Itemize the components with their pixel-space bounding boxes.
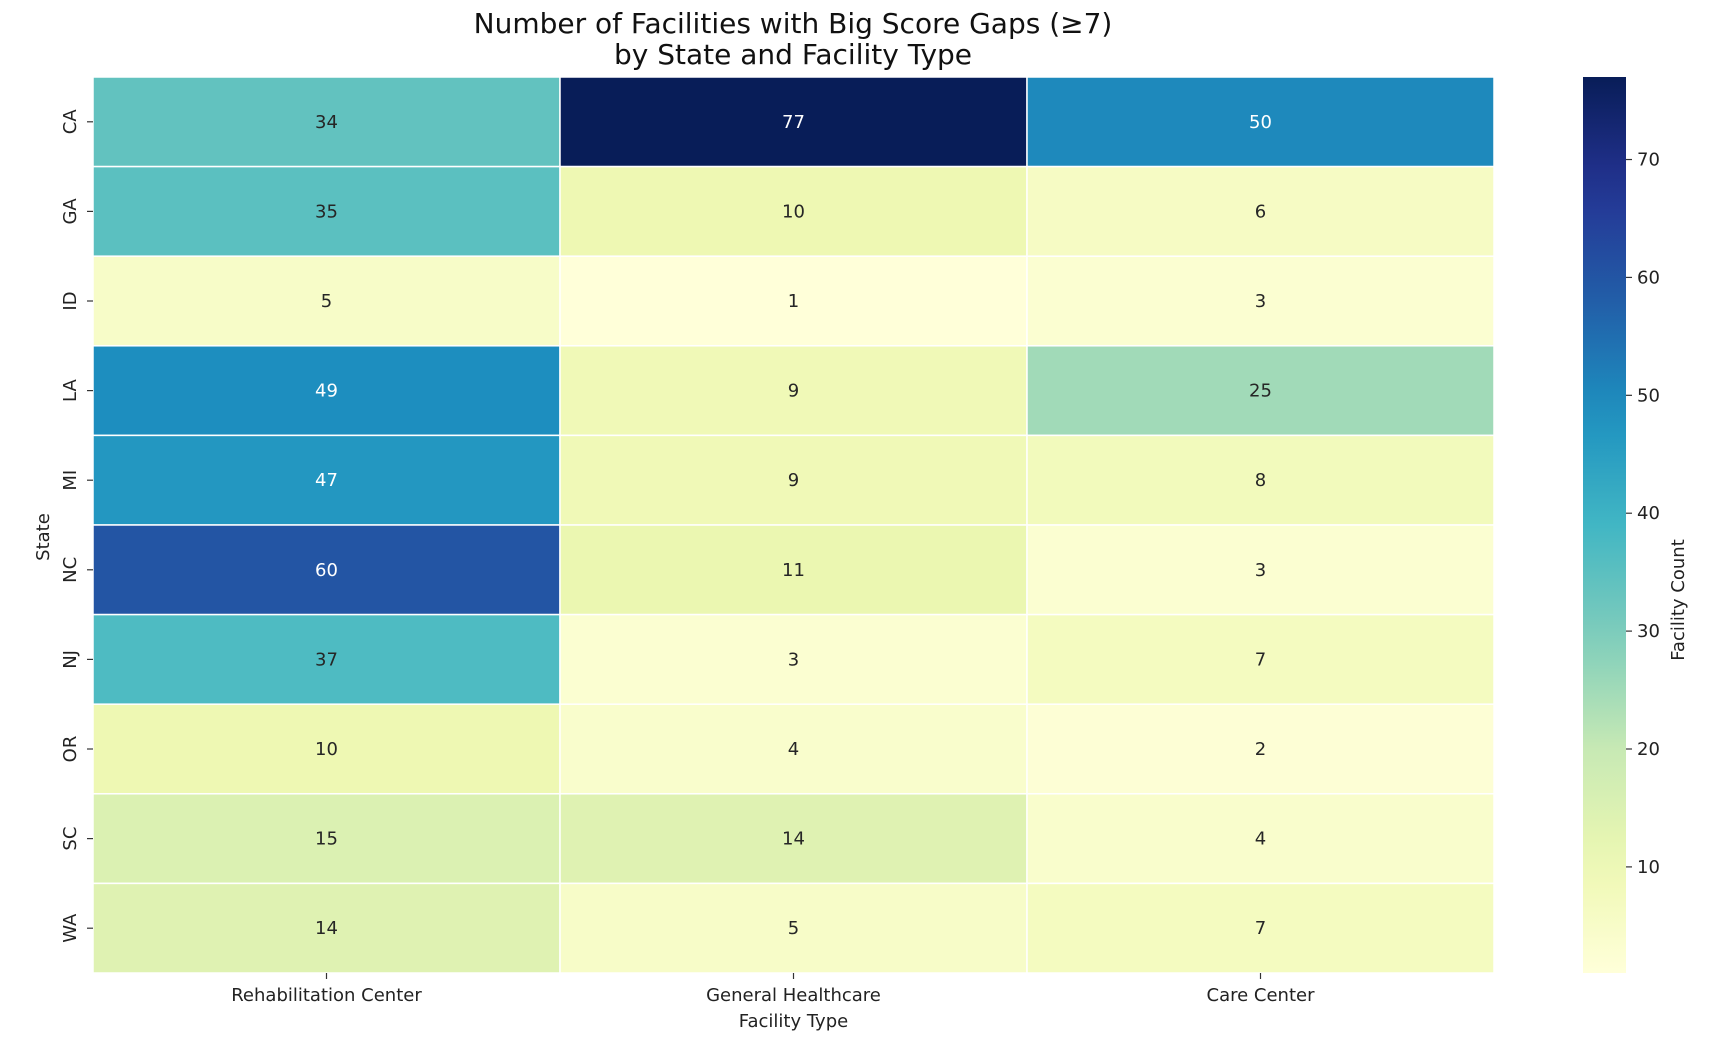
heatmap-cell bbox=[92, 165, 561, 257]
heatmap-cell bbox=[92, 882, 561, 974]
heatmap-cell bbox=[1026, 882, 1495, 974]
cell-value-label: 9 bbox=[788, 381, 799, 402]
heatmap-cell bbox=[559, 76, 1028, 168]
cell-value-label: 14 bbox=[315, 918, 338, 939]
cell-value-label: 25 bbox=[1249, 381, 1272, 402]
colorbar-tick-label: 60 bbox=[1637, 267, 1660, 288]
heatmap-cells bbox=[92, 76, 1495, 974]
colorbar-ticks: 10 20 30 40 50 60 70 bbox=[1626, 150, 1660, 878]
cell-value-label: 8 bbox=[1255, 470, 1266, 491]
y-tick-label: SC bbox=[60, 827, 81, 851]
heatmap-cell bbox=[559, 434, 1028, 526]
heatmap-cell bbox=[92, 345, 561, 437]
y-tick-label: GA bbox=[60, 198, 81, 225]
heatmap-cell bbox=[1026, 434, 1495, 526]
heatmap-cell bbox=[92, 613, 561, 705]
cell-value-label: 5 bbox=[321, 291, 332, 312]
cell-value-label: 7 bbox=[1255, 918, 1266, 939]
cell-value-label: 3 bbox=[1255, 560, 1266, 581]
colorbar bbox=[1583, 77, 1626, 973]
y-tick-label: ID bbox=[60, 291, 81, 310]
heatmap-cell bbox=[559, 165, 1028, 257]
cell-value-label: 3 bbox=[1255, 291, 1266, 312]
cell-value-label: 37 bbox=[315, 649, 338, 670]
y-tick-label: CA bbox=[60, 109, 81, 135]
cell-value-label: 6 bbox=[1255, 201, 1266, 222]
heatmap-cell bbox=[92, 434, 561, 526]
colorbar-tick-label: 40 bbox=[1637, 503, 1660, 524]
chart-title: Number of Facilities with Big Score Gaps… bbox=[474, 7, 1113, 71]
cell-value-label: 77 bbox=[782, 112, 805, 133]
chart-title-line: Number of Facilities with Big Score Gaps… bbox=[474, 7, 1113, 40]
heatmap-cell bbox=[559, 255, 1028, 347]
heatmap-cell bbox=[1026, 793, 1495, 885]
heatmap-cell bbox=[1026, 703, 1495, 795]
cell-value-label: 34 bbox=[315, 112, 338, 133]
colorbar-tick-label: 50 bbox=[1637, 385, 1660, 406]
x-axis-label: Facility Type bbox=[739, 1011, 848, 1032]
x-tick-label: General Healthcare bbox=[706, 985, 881, 1006]
x-tick-label: Care Center bbox=[1207, 985, 1316, 1006]
cell-value-label: 60 bbox=[315, 560, 338, 581]
cell-value-label: 3 bbox=[788, 649, 799, 670]
colorbar-tick-label: 30 bbox=[1637, 621, 1660, 642]
y-tick-label: NJ bbox=[60, 650, 81, 669]
colorbar-label: Facility Count bbox=[1668, 539, 1689, 661]
heatmap-cell bbox=[559, 613, 1028, 705]
y-tick-label: LA bbox=[60, 379, 81, 402]
cell-value-label: 2 bbox=[1255, 739, 1266, 760]
cell-value-label: 47 bbox=[315, 470, 338, 491]
heatmap-cell bbox=[92, 703, 561, 795]
cell-value-label: 10 bbox=[315, 739, 338, 760]
cell-value-label: 4 bbox=[788, 739, 799, 760]
cell-value-label: 35 bbox=[315, 201, 338, 222]
x-tick-label: Rehabilitation Center bbox=[231, 985, 422, 1006]
y-axis-label: State bbox=[33, 513, 54, 561]
cell-value-label: 50 bbox=[1249, 112, 1272, 133]
y-tick-label: OR bbox=[60, 736, 81, 763]
heatmap-cell bbox=[1026, 345, 1495, 437]
colorbar-tick-label: 10 bbox=[1637, 857, 1660, 878]
cell-value-label: 7 bbox=[1255, 649, 1266, 670]
cell-value-label: 11 bbox=[782, 560, 805, 581]
heatmap-cell bbox=[92, 793, 561, 885]
y-tick-label: NC bbox=[60, 557, 81, 583]
chart-title-line: by State and Facility Type bbox=[614, 38, 972, 71]
cell-value-label: 10 bbox=[782, 201, 805, 222]
heatmap-cell bbox=[1026, 76, 1495, 168]
x-axis-ticks: Rehabilitation Center General Healthcare C… bbox=[231, 973, 1315, 1006]
y-tick-label: MI bbox=[60, 470, 81, 491]
heatmap-cell bbox=[559, 703, 1028, 795]
cell-value-label: 14 bbox=[782, 829, 805, 850]
heatmap-cell bbox=[1026, 165, 1495, 257]
colorbar-tick-label: 70 bbox=[1637, 150, 1660, 171]
cell-value-label: 15 bbox=[315, 829, 338, 850]
heatmap-cell bbox=[1026, 524, 1495, 616]
heatmap-cell bbox=[559, 524, 1028, 616]
y-axis-ticks: CA GA ID LA MI NC NJ OR SC WA bbox=[60, 109, 93, 943]
cell-value-label: 5 bbox=[788, 918, 799, 939]
heatmap-cell bbox=[1026, 613, 1495, 705]
cell-value-label: 49 bbox=[315, 381, 338, 402]
cell-value-label: 9 bbox=[788, 470, 799, 491]
y-tick-label: WA bbox=[60, 913, 81, 943]
cell-value-label: 1 bbox=[788, 291, 799, 312]
colorbar-tick-label: 20 bbox=[1637, 739, 1660, 760]
heatmap-cell bbox=[92, 76, 561, 168]
heatmap-cell bbox=[559, 882, 1028, 974]
cell-value-label: 4 bbox=[1255, 829, 1266, 850]
